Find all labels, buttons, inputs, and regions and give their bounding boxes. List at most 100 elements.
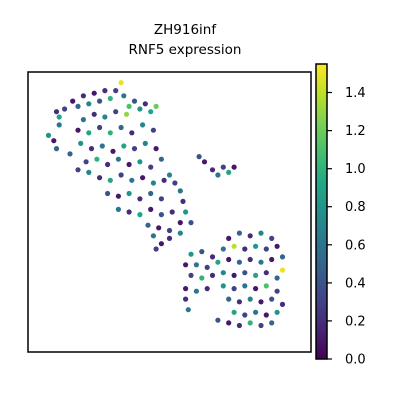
scatter-point [83, 159, 89, 165]
scatter-point [220, 246, 226, 252]
scatter-point [183, 296, 189, 302]
colorbar-tick-label: 0.2 [345, 314, 366, 329]
colorbar-tick-label: 0.8 [345, 200, 366, 215]
scatter-point [86, 130, 92, 136]
scatter-point [158, 241, 164, 247]
scatter-point [220, 164, 226, 170]
scatter-point [115, 193, 121, 199]
scatter-point [185, 307, 191, 313]
scatter-point [137, 196, 143, 202]
scatter-point [137, 106, 143, 112]
scatter-point [70, 98, 76, 104]
scatter-point [215, 172, 221, 178]
scatter-point [145, 222, 151, 228]
colorbar-tick-label: 1.0 [345, 162, 366, 177]
scatter-point [148, 109, 154, 115]
scatter-point [242, 312, 248, 318]
scatter-point [129, 130, 135, 136]
scatter-point [199, 275, 205, 281]
scatter-point [121, 93, 127, 99]
scatter-point [247, 233, 253, 239]
scatter-point [231, 286, 237, 292]
scatter-point [142, 140, 148, 146]
colorbar-tick-label: 0.4 [345, 276, 366, 291]
scatter-point [137, 159, 143, 165]
scatter-point [258, 259, 264, 265]
scatter-point [209, 272, 216, 278]
scatter-point [166, 235, 173, 241]
scatter-point [121, 143, 127, 149]
scatter-point [274, 288, 280, 294]
scatter-point [226, 320, 232, 326]
scatter-point [102, 88, 108, 94]
scatter-point [204, 264, 210, 270]
chart-title-line1: ZH916inf [154, 22, 217, 38]
scatter-point [253, 272, 259, 278]
scatter-point [183, 209, 189, 215]
scatter-point [75, 103, 81, 109]
scatter-point [99, 143, 105, 149]
scatter-point [131, 98, 138, 104]
scatter-point [80, 117, 86, 123]
scatter-point [158, 156, 164, 162]
scatter-point [236, 259, 242, 265]
scatter-point [67, 151, 73, 157]
scatter-point [236, 322, 242, 329]
scatter-point [126, 103, 132, 109]
scatter-point [107, 95, 113, 102]
scatter-point [215, 317, 221, 323]
scatter-point [110, 148, 116, 154]
scatter-point [97, 124, 103, 131]
scatter-point [80, 93, 86, 99]
scatter-point [51, 138, 57, 144]
scatter-point [231, 243, 237, 249]
scatter-point [126, 209, 132, 215]
plot-frame [27, 71, 312, 353]
scatter-point [126, 190, 132, 197]
scatter-point [45, 132, 52, 138]
scatter-point [177, 230, 183, 236]
scatter-point [150, 233, 156, 239]
scatter-point [150, 180, 156, 186]
chart-title-line2: RNF5 expression [129, 42, 242, 58]
scatter-point [148, 190, 154, 197]
scatter-point [102, 114, 108, 120]
scatter-point [115, 156, 121, 162]
scatter-point [78, 140, 84, 146]
scatter-point [226, 169, 232, 175]
scatter-point [113, 109, 119, 115]
scatter-point [150, 127, 156, 133]
scatter-point [188, 220, 194, 226]
scatter-point [88, 146, 95, 152]
scatter-point [158, 196, 164, 202]
scatter-point [86, 169, 92, 175]
scatter-point [209, 167, 216, 173]
scatter-point [269, 296, 275, 302]
scatter-point [226, 256, 232, 263]
scatter-point [247, 296, 253, 302]
scatter-point [269, 235, 275, 241]
colorbar-tick-label: 1.2 [345, 124, 366, 139]
scatter-point [193, 288, 199, 294]
scatter-point [263, 312, 269, 318]
scatter-point [196, 154, 202, 160]
scatter-points [45, 80, 286, 329]
scatter-point [118, 80, 124, 86]
scatter-point [253, 286, 259, 292]
scatter-point [118, 124, 124, 131]
scatter-point [263, 246, 269, 252]
scatter-point [166, 172, 173, 178]
scatter-point [242, 270, 248, 276]
scatter-point [253, 309, 259, 315]
scatter-point [118, 172, 124, 178]
scatter-point [180, 198, 186, 204]
scatter-point [242, 246, 248, 252]
scatter-point [177, 220, 183, 226]
scatter-point [188, 272, 194, 278]
scatter-point [166, 227, 173, 234]
scatter-point [91, 111, 97, 117]
scatter-point [226, 235, 232, 241]
scatter-point [94, 156, 100, 162]
colorbar [315, 63, 328, 360]
scatter-point [188, 251, 194, 257]
